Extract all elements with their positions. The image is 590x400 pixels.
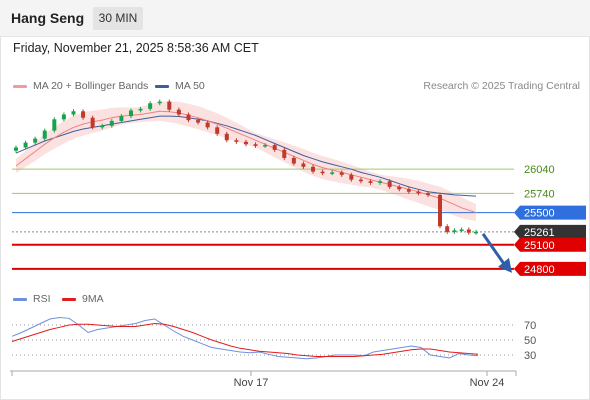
credit-text: Research © 2025 Trading Central bbox=[423, 80, 580, 92]
forecast-arrow-head bbox=[498, 257, 512, 273]
level-tag-25100 bbox=[514, 237, 586, 252]
rsi-tick-30: 30 bbox=[524, 350, 536, 362]
x-tick-label: Nov 24 bbox=[470, 377, 505, 389]
candle-body bbox=[406, 189, 411, 192]
candle-body bbox=[61, 114, 66, 120]
candle-body bbox=[311, 166, 316, 172]
legend-rsi-label: RSI bbox=[33, 293, 51, 305]
level-tag-25261 bbox=[514, 224, 586, 239]
legend-ma20-label: MA 20 + Bollinger Bands bbox=[33, 80, 149, 92]
candle-body bbox=[330, 172, 335, 174]
candle-body bbox=[23, 142, 28, 148]
rsi-line bbox=[11, 316, 479, 360]
candle-body bbox=[243, 141, 248, 145]
candle-body bbox=[42, 130, 47, 139]
candle-body bbox=[445, 226, 450, 232]
candle-body bbox=[368, 181, 373, 183]
bollinger-band bbox=[16, 101, 476, 222]
ma20-swatch bbox=[13, 84, 27, 88]
level-label-25261: 25261 bbox=[524, 227, 555, 239]
candle-body bbox=[52, 119, 57, 131]
candle-body bbox=[301, 163, 306, 167]
timestamp: Friday, November 21, 2025 8:58:36 AM CET bbox=[13, 41, 259, 55]
ma50-swatch bbox=[155, 84, 169, 88]
candle-body bbox=[196, 120, 201, 123]
candle-body bbox=[358, 179, 363, 182]
candle-body bbox=[215, 127, 220, 134]
level-label-24800: 24800 bbox=[524, 264, 555, 276]
candle-body bbox=[416, 191, 421, 194]
legend-rsi: RSI bbox=[13, 293, 51, 305]
candle-body bbox=[452, 230, 457, 232]
instrument-title: Hang Seng bbox=[11, 10, 85, 26]
candle-body bbox=[119, 116, 124, 121]
candle-body bbox=[291, 157, 296, 164]
candle-body bbox=[466, 229, 471, 233]
candle-body bbox=[474, 231, 478, 234]
legend-9ma: 9MA bbox=[62, 293, 104, 305]
candle-body bbox=[90, 117, 95, 128]
level-label-25500: 25500 bbox=[524, 208, 555, 220]
candle-body bbox=[224, 133, 229, 141]
x-tick-label: Nov 17 bbox=[234, 377, 269, 389]
ma9-swatch bbox=[62, 297, 76, 301]
rsi-tick-70: 70 bbox=[524, 320, 536, 332]
candle-body bbox=[205, 122, 210, 128]
candle-body bbox=[339, 172, 344, 175]
candle-body bbox=[397, 186, 402, 190]
candle-body bbox=[272, 145, 277, 150]
candle-body bbox=[81, 111, 86, 118]
candle-body bbox=[459, 229, 464, 232]
candle-body bbox=[253, 144, 258, 146]
rsi-tick-50: 50 bbox=[524, 335, 536, 347]
candle-body bbox=[71, 111, 76, 115]
legend-9ma-label: 9MA bbox=[82, 293, 104, 305]
level-tag-24800 bbox=[514, 261, 586, 276]
level-tag-25500 bbox=[514, 205, 586, 220]
candle-body bbox=[33, 138, 38, 143]
legend-ma50-label: MA 50 bbox=[175, 80, 205, 92]
level-label-25740: 25740 bbox=[524, 188, 555, 200]
candle-body bbox=[438, 194, 442, 227]
legend-ma20-bb: MA 20 + Bollinger Bands bbox=[13, 80, 148, 92]
candle-body bbox=[167, 101, 172, 110]
candle-body bbox=[157, 101, 162, 104]
candle-body bbox=[109, 120, 114, 126]
header-bar: Hang Seng 30 MIN bbox=[0, 0, 590, 37]
candle-body bbox=[387, 181, 392, 187]
forecast-arrow-shaft bbox=[481, 232, 506, 265]
level-label-25100: 25100 bbox=[524, 240, 555, 252]
level-label-26040: 26040 bbox=[524, 164, 555, 176]
candle-body bbox=[378, 181, 383, 183]
candle-body bbox=[234, 140, 239, 142]
legend-ma50: MA 50 bbox=[155, 80, 205, 92]
timeframe-button[interactable]: 30 MIN bbox=[93, 7, 143, 30]
candle-body bbox=[176, 109, 181, 115]
rsi-swatch bbox=[13, 297, 27, 301]
candle-body bbox=[349, 174, 354, 180]
candle-body bbox=[426, 193, 430, 195]
candle-body bbox=[100, 125, 105, 128]
candle-body bbox=[282, 149, 287, 158]
candle-body bbox=[263, 145, 268, 147]
candle-body bbox=[138, 108, 143, 111]
candle-body bbox=[320, 171, 325, 174]
candle-body bbox=[148, 103, 153, 109]
candle-body bbox=[128, 110, 133, 117]
candle-body bbox=[186, 114, 191, 121]
rsi-9ma-line bbox=[11, 322, 479, 357]
candle-body bbox=[14, 147, 18, 151]
